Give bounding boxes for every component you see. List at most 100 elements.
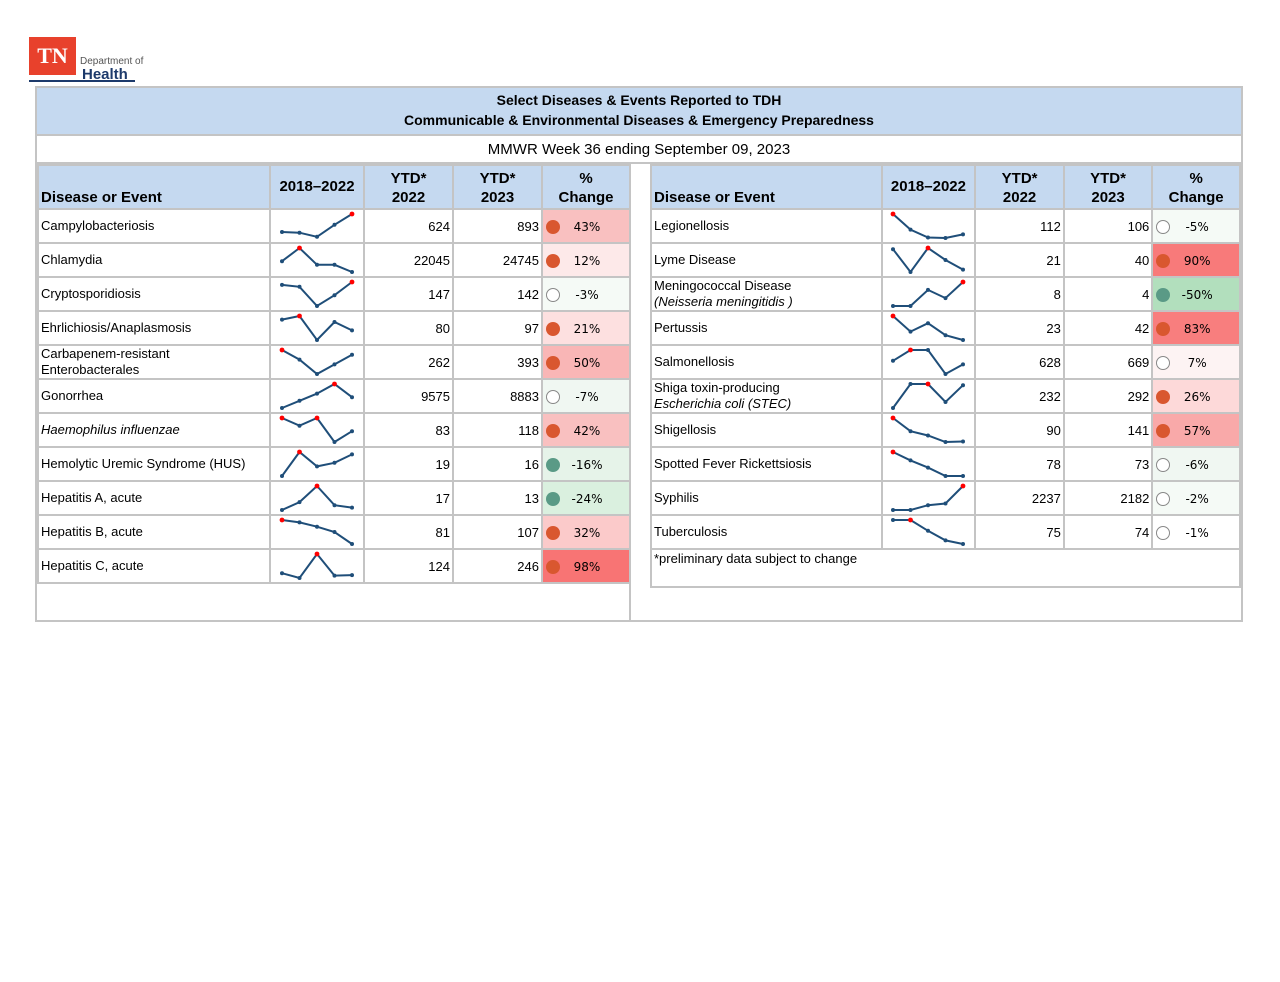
sparkline-marker bbox=[891, 406, 896, 410]
disease-cell: Meningococcal Disease (Neisseria meningit… bbox=[650, 276, 883, 312]
disease-cell: Syphilis bbox=[650, 480, 883, 516]
table-header-row: Disease or Event 2018–2022 YTD* 2022 YTD*… bbox=[650, 164, 1241, 210]
sparkline-max-marker bbox=[279, 517, 285, 523]
disease-cell: Shiga toxin-producing Escherichia coli (S… bbox=[650, 378, 883, 414]
sparkline-marker bbox=[297, 398, 302, 403]
sparkline-marker bbox=[891, 508, 896, 512]
ytd-2022-value: 624 bbox=[363, 208, 454, 244]
sparkline-marker bbox=[891, 247, 896, 252]
table-row: Hepatitis C, acute 124 246 98% bbox=[37, 548, 631, 584]
percent-change-value: -3% bbox=[575, 288, 599, 302]
footnote: *preliminary data subject to change bbox=[650, 548, 1241, 588]
trend-cell bbox=[880, 310, 977, 346]
ytd-2023-value: 97 bbox=[452, 310, 543, 346]
percent-change-cell: 98% bbox=[541, 548, 631, 584]
sparkline-max-marker bbox=[891, 313, 896, 319]
sparkline-max-marker bbox=[908, 517, 914, 523]
sparkline-marker bbox=[332, 262, 337, 267]
disease-name: Syphilis bbox=[654, 490, 699, 505]
sparkline-marker bbox=[943, 333, 948, 338]
percent-change-cell: 50% bbox=[541, 344, 631, 380]
report-week: MMWR Week 36 ending September 09, 2023 bbox=[37, 136, 1241, 164]
sparkline-marker bbox=[315, 234, 319, 239]
percent-change-value: 50% bbox=[573, 356, 601, 370]
ytd-2022-value: 9575 bbox=[363, 378, 454, 414]
sparkline-marker bbox=[926, 235, 931, 240]
sparkline-marker bbox=[332, 440, 337, 444]
percent-change-value: 42% bbox=[573, 424, 601, 438]
table-row: Cryptosporidiosis 147 142 -3% bbox=[37, 276, 631, 312]
percent-change-value: -24% bbox=[571, 492, 603, 506]
table-row: Shigellosis 90 141 57% bbox=[650, 412, 1241, 448]
sparkline-marker bbox=[961, 267, 966, 272]
disease-name: Carbapenem-resistant Enterobacterales bbox=[41, 346, 170, 377]
col-disease: Disease or Event bbox=[650, 164, 883, 210]
table-row: Gonorrhea 9575 8883 -7% bbox=[37, 378, 631, 414]
trend-cell bbox=[269, 378, 365, 414]
trend-sparkline bbox=[279, 517, 354, 546]
ytd-2022-value: 23 bbox=[974, 310, 1065, 346]
sparkline-max-marker bbox=[297, 449, 302, 455]
increase-indicator-icon bbox=[546, 560, 560, 574]
percent-change-cell: -50% bbox=[1151, 276, 1241, 312]
sparkline-max-marker bbox=[332, 381, 337, 387]
ytd-2022-value: 90 bbox=[974, 412, 1065, 448]
disease-name: Hemolytic Uremic Syndrome (HUS) bbox=[41, 456, 246, 471]
sparkline-max-marker bbox=[908, 347, 914, 353]
sparkline-marker bbox=[280, 406, 284, 410]
increase-indicator-icon bbox=[1156, 254, 1171, 268]
disease-cell: Campylobacteriosis bbox=[37, 208, 271, 244]
sparkline-marker bbox=[961, 232, 966, 237]
table-header-row: Disease or Event 2018–2022 YTD* 2022 YTD*… bbox=[37, 164, 631, 210]
ytd-2023-value: 141 bbox=[1062, 412, 1154, 448]
sparkline-max-marker bbox=[349, 211, 355, 217]
disease-cell: Hepatitis C, acute bbox=[37, 548, 271, 584]
percent-change-cell: 42% bbox=[541, 412, 631, 448]
disease-cell: Legionellosis bbox=[650, 208, 883, 244]
percent-change-value: 83% bbox=[1183, 322, 1211, 336]
ytd-2022-value: 22045 bbox=[363, 242, 454, 278]
ytd-2023-value: 106 bbox=[1062, 208, 1154, 244]
sparkline-marker bbox=[908, 270, 913, 274]
sparkline-marker bbox=[961, 474, 966, 478]
disease-name: Hepatitis A, acute bbox=[41, 490, 143, 505]
sparkline-marker bbox=[280, 571, 284, 576]
sparkline-marker bbox=[297, 357, 302, 362]
trend-sparkline bbox=[891, 313, 966, 342]
sparkline-marker bbox=[926, 348, 931, 352]
percent-change-cell: 90% bbox=[1151, 242, 1241, 278]
disease-name-line2: Escherichia coli (STEC) bbox=[654, 396, 792, 411]
sparkline-marker bbox=[315, 372, 319, 376]
disease-table-right: Disease or Event 2018–2022 YTD* 2022 YTD*… bbox=[650, 164, 1241, 588]
trend-sparkline bbox=[891, 415, 966, 444]
sparkline-max-marker bbox=[891, 449, 896, 455]
ytd-2023-value: 246 bbox=[452, 548, 543, 584]
sparkline-marker bbox=[943, 474, 948, 478]
sparkline-marker bbox=[280, 282, 284, 287]
sparkline-marker bbox=[943, 296, 948, 301]
ytd-2022-value: 19 bbox=[363, 446, 454, 482]
ytd-2023-value: 292 bbox=[1062, 378, 1154, 414]
col-ytd-2023: YTD* 2023 bbox=[1062, 164, 1154, 210]
percent-change-value: -5% bbox=[1185, 220, 1209, 234]
percent-change-value: 98% bbox=[573, 560, 601, 574]
trend-cell bbox=[880, 446, 977, 482]
trend-cell bbox=[880, 276, 977, 312]
ytd-2022-value: 80 bbox=[363, 310, 454, 346]
percent-change-cell: 7% bbox=[1151, 344, 1241, 380]
percent-change-value: -7% bbox=[575, 390, 599, 404]
sparkline-marker bbox=[350, 328, 354, 333]
disease-name: Tuberculosis bbox=[654, 524, 728, 539]
trend-sparkline bbox=[280, 381, 354, 410]
disease-cell: Spotted Fever Rickettsiosis bbox=[650, 446, 883, 482]
increase-indicator-icon bbox=[546, 526, 560, 540]
sparkline-marker bbox=[297, 230, 302, 235]
sparkline-marker bbox=[297, 284, 302, 289]
percent-change-cell: 21% bbox=[541, 310, 631, 346]
sparkline-marker bbox=[908, 227, 913, 232]
disease-name: Campylobacteriosis bbox=[41, 218, 155, 233]
percent-change-cell: -6% bbox=[1151, 446, 1241, 482]
sparkline-marker bbox=[943, 372, 948, 376]
disease-cell: Gonorrhea bbox=[37, 378, 271, 414]
footnote-row: *preliminary data subject to change bbox=[650, 548, 1241, 588]
